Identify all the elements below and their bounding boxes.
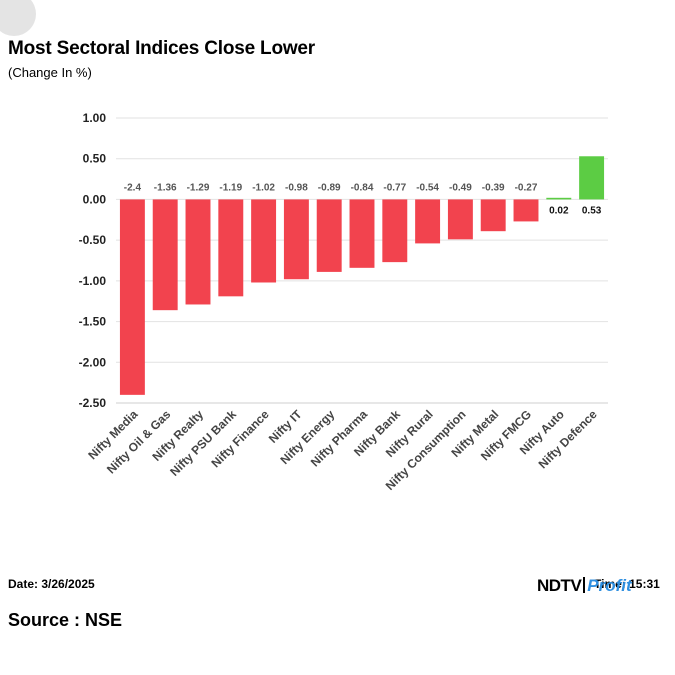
bar <box>218 199 244 297</box>
date-label: Date: 3/26/2025 <box>8 577 95 591</box>
value-label: -1.02 <box>252 182 275 193</box>
value-label: -0.84 <box>351 182 374 193</box>
bar <box>382 199 408 263</box>
value-labels: -2.4 -1.36 -1.29 -1.19 -1.02 -0.98 -0.89 -0.84-… <box>124 182 602 216</box>
y-tick-label: 1.00 <box>83 111 107 125</box>
bar <box>251 199 277 283</box>
bar <box>283 199 309 280</box>
value-label: -0.89 <box>318 182 341 193</box>
bar <box>316 199 342 272</box>
y-tick-label: -1.00 <box>79 274 107 288</box>
bar <box>349 199 375 268</box>
brand-profit: Profit <box>587 576 632 595</box>
bars <box>119 156 605 395</box>
value-label: -0.27 <box>515 182 538 193</box>
x-tick-label: Nifty Finance <box>209 407 272 470</box>
chart-title: Most Sectoral Indices Close Lower <box>8 38 315 59</box>
value-label: -0.54 <box>416 182 439 193</box>
chart-subtitle: (Change In %) <box>8 65 92 80</box>
bar <box>119 199 145 395</box>
bar <box>480 199 506 232</box>
y-tick-label: 0.00 <box>83 192 107 206</box>
bar <box>579 156 605 200</box>
y-tick-label: -2.00 <box>79 355 107 369</box>
x-tick-label: Nifty Defence <box>536 407 600 471</box>
y-tick-label: -0.50 <box>79 233 107 247</box>
value-label: -1.36 <box>154 182 177 193</box>
ndtv-profit-logo: NDTV Profit <box>537 576 632 596</box>
value-label: -0.77 <box>383 182 406 193</box>
value-label: -0.98 <box>285 182 308 193</box>
y-tick-label: -2.50 <box>79 396 107 410</box>
bar <box>447 199 473 240</box>
value-label: -2.4 <box>124 182 142 193</box>
bar <box>415 199 441 244</box>
bar <box>185 199 211 305</box>
value-label: -1.29 <box>187 182 210 193</box>
value-label: -1.19 <box>219 182 242 193</box>
y-tick-label: -1.50 <box>79 315 107 329</box>
value-label: 0.53 <box>582 205 602 216</box>
brand-separator <box>583 577 586 593</box>
bar <box>546 197 572 200</box>
bar <box>513 199 539 222</box>
value-label: 0.02 <box>549 205 569 216</box>
bar-chart: 1.00 0.50 0.00 -0.50 -1.00 -1.50 -2.00 -2.50 -2… <box>79 111 608 493</box>
value-label: -0.39 <box>482 182 505 193</box>
y-axis-ticks: 1.00 0.50 0.00 -0.50 -1.00 -1.50 -2.00 -2.50 <box>79 111 107 410</box>
bar <box>152 199 178 311</box>
y-tick-label: 0.50 <box>83 152 107 166</box>
brand-ndtv: NDTV <box>537 576 582 595</box>
source-label: Source : NSE <box>8 610 123 630</box>
value-label: -0.49 <box>449 182 472 193</box>
